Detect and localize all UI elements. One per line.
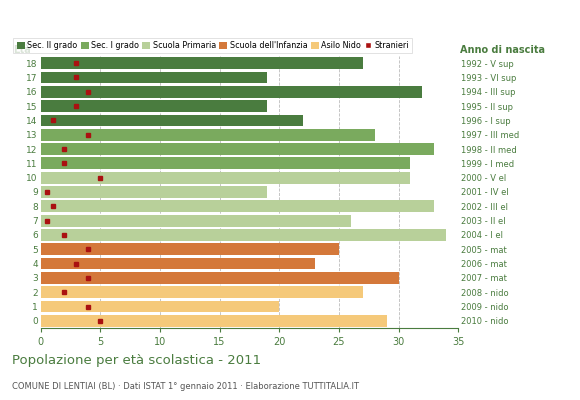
Bar <box>41 158 411 169</box>
Legend: Sec. II grado, Sec. I grado, Scuola Primaria, Scuola dell'Infanzia, Asilo Nido, : Sec. II grado, Sec. I grado, Scuola Prim… <box>13 38 412 53</box>
Bar <box>41 301 279 312</box>
Bar <box>41 172 411 184</box>
Bar <box>41 100 267 112</box>
Bar <box>41 272 398 284</box>
Bar <box>41 200 434 212</box>
Text: Popolazione per età scolastica - 2011: Popolazione per età scolastica - 2011 <box>12 354 261 367</box>
Bar <box>41 258 315 270</box>
Bar <box>41 243 339 255</box>
Bar <box>41 129 375 141</box>
Bar <box>41 86 422 98</box>
Bar <box>41 229 446 241</box>
Text: COMUNE DI LENTIAI (BL) · Dati ISTAT 1° gennaio 2011 · Elaborazione TUTTITALIA.IT: COMUNE DI LENTIAI (BL) · Dati ISTAT 1° g… <box>12 382 358 391</box>
Bar <box>41 114 303 126</box>
Bar <box>41 315 387 327</box>
Bar <box>41 286 362 298</box>
Bar <box>41 57 362 69</box>
Bar <box>41 72 267 83</box>
Text: Età: Età <box>13 46 31 56</box>
Text: Anno di nascita: Anno di nascita <box>461 46 545 56</box>
Bar <box>41 186 267 198</box>
Bar <box>41 215 351 226</box>
Bar <box>41 143 434 155</box>
